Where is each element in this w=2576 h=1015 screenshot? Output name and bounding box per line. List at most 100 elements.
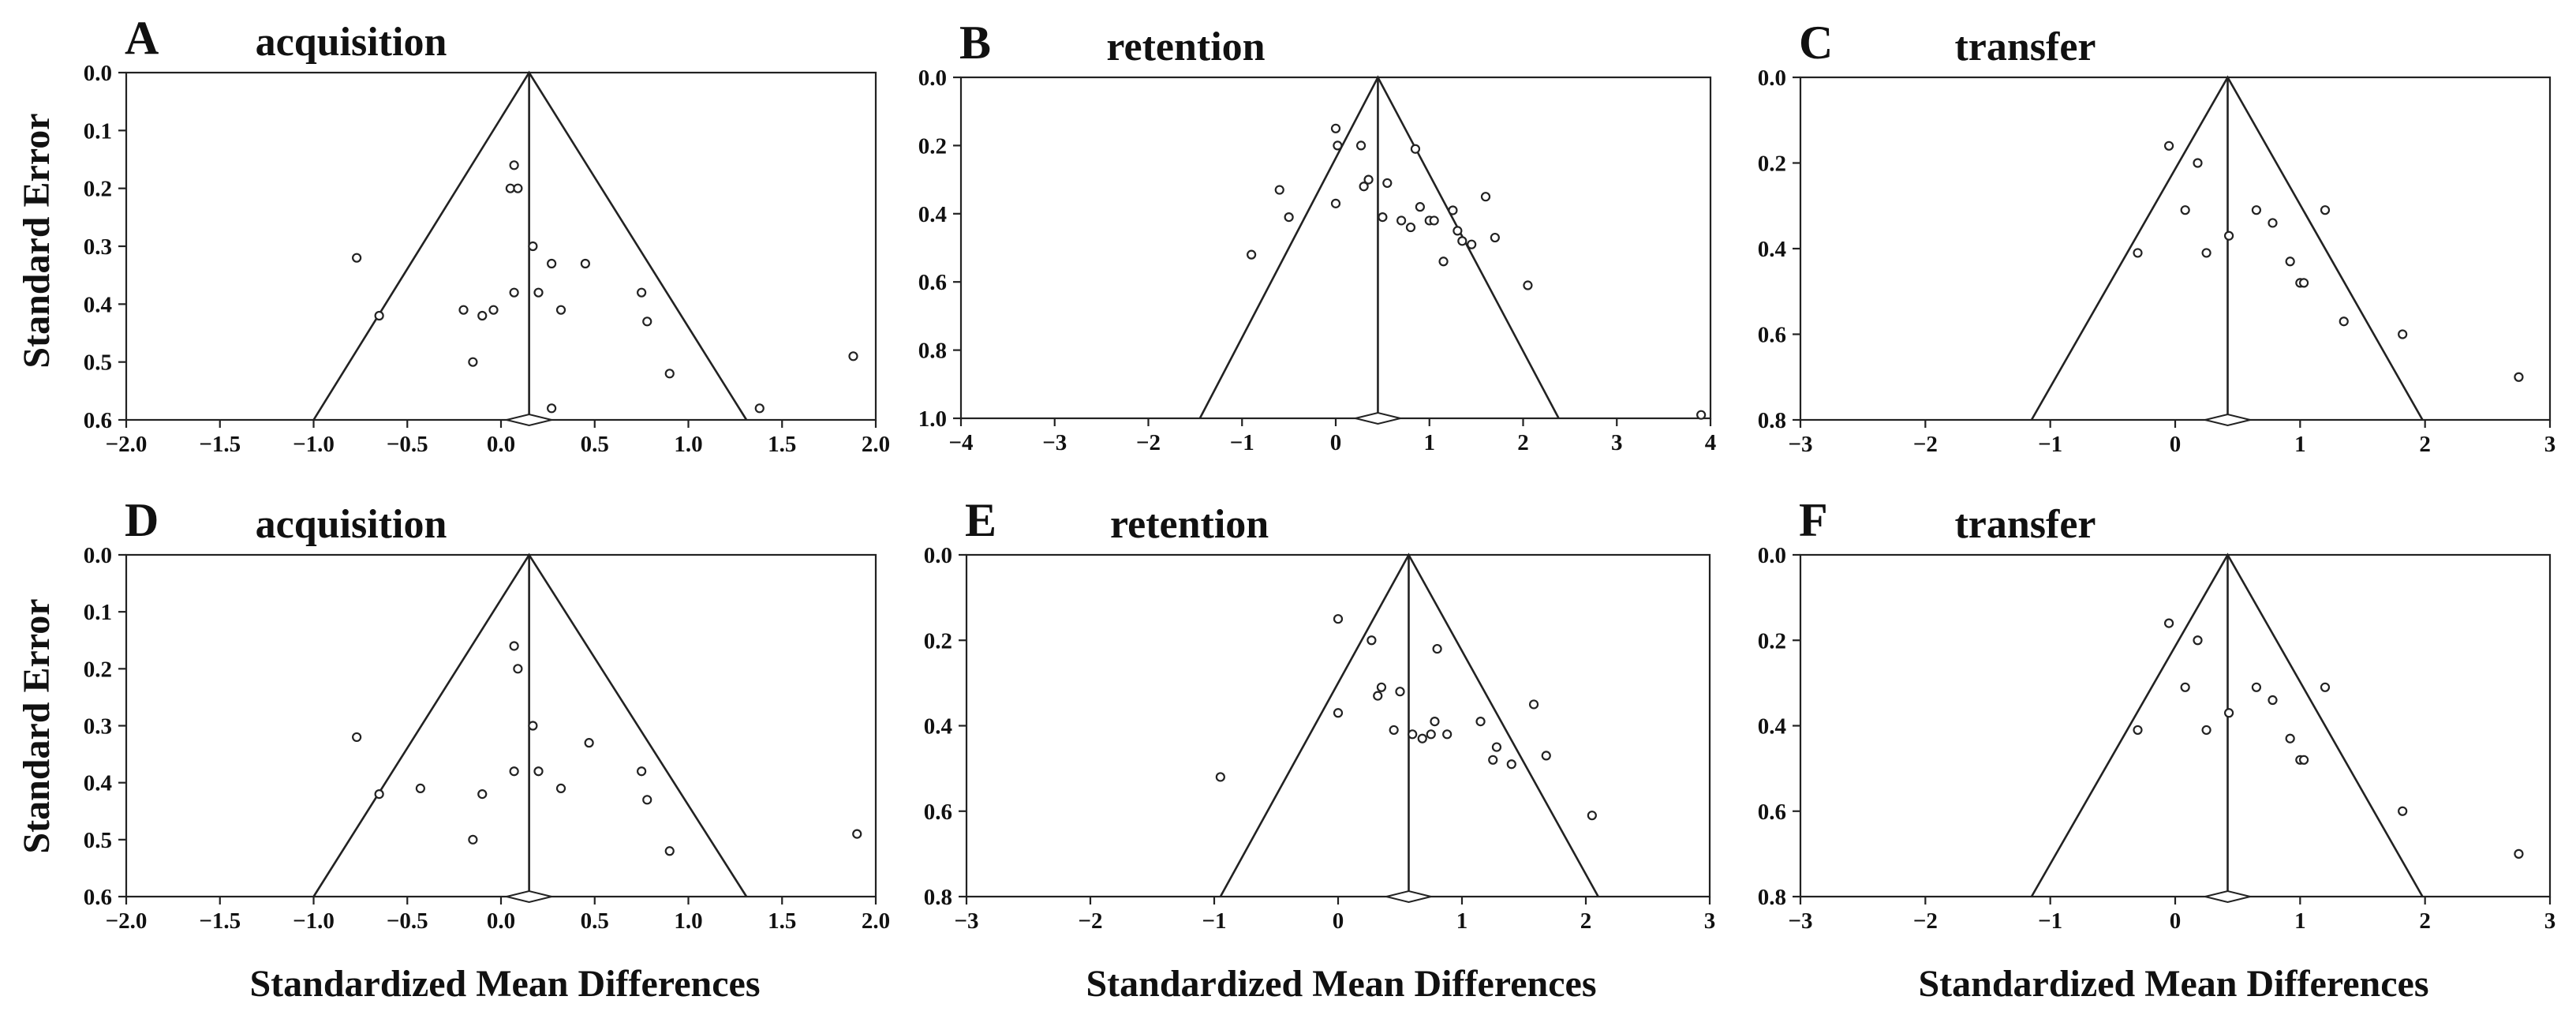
x-tick-label: −0.5 — [387, 432, 428, 457]
x-tick-label: −1 — [1202, 908, 1226, 934]
plot-frame — [125, 71, 877, 421]
study-point — [848, 351, 858, 361]
x-tick-label: 3 — [1611, 430, 1623, 455]
study-point — [2180, 682, 2190, 692]
study-point — [509, 160, 519, 170]
study-point — [547, 258, 557, 269]
x-axis-title-right: Standardized Mean Differences — [1918, 963, 2428, 1005]
x-tick-label: −2 — [1078, 908, 1102, 934]
study-point — [1396, 215, 1407, 226]
study-point — [2285, 257, 2295, 267]
x-tick-label: 0.5 — [581, 908, 609, 934]
study-point — [533, 766, 544, 777]
study-point — [2398, 329, 2408, 339]
plot-frame — [1799, 553, 2552, 898]
study-point — [374, 788, 384, 800]
plot-frame — [965, 553, 1711, 898]
x-tick-label: −3 — [1788, 908, 1812, 934]
study-point — [1453, 226, 1463, 236]
study-point — [477, 310, 488, 321]
study-point — [2251, 205, 2262, 215]
y-tick-label: 0.2 — [1758, 152, 1786, 177]
study-point — [642, 795, 652, 805]
study-point — [1429, 215, 1439, 226]
study-point — [2268, 218, 2278, 228]
x-tick-label: 1.5 — [768, 908, 796, 934]
y-tick-label: 0.8 — [924, 885, 952, 910]
study-point — [533, 287, 544, 298]
study-point — [2193, 635, 2203, 646]
y-tick-label: 0.1 — [84, 600, 112, 625]
panel-letter: A — [125, 12, 159, 64]
x-tick-label: 0 — [1333, 908, 1344, 934]
study-point — [637, 287, 647, 298]
pooled-effect-diamond — [1355, 411, 1401, 425]
x-tick-label: −2.0 — [106, 908, 148, 934]
study-point — [415, 783, 425, 793]
study-point — [2251, 682, 2262, 692]
x-tick-label: 3 — [1704, 908, 1716, 934]
study-point — [509, 641, 519, 651]
plot-frame — [1799, 76, 2552, 421]
y-tick-label: 0.5 — [84, 350, 112, 376]
panel-letter: D — [125, 494, 159, 546]
pooled-effect-diamond — [506, 413, 552, 427]
panel-title: transfer — [1954, 502, 2096, 547]
y-tick-label: 0.4 — [84, 771, 112, 796]
study-point — [2223, 708, 2234, 718]
plot-frame — [125, 553, 877, 898]
study-point — [2514, 372, 2524, 382]
x-tick-label: 2.0 — [862, 432, 890, 457]
study-point — [2320, 205, 2331, 215]
x-tick-label: 0 — [2170, 432, 2182, 457]
x-tick-label: −1 — [2038, 908, 2062, 934]
study-point — [513, 664, 523, 674]
y-axis-title-top: Standard Error — [16, 113, 58, 368]
y-tick-label: 0.6 — [918, 270, 947, 295]
x-tick-label: −1 — [2038, 432, 2062, 457]
study-point — [1410, 144, 1421, 154]
study-point — [852, 829, 862, 839]
study-point — [1438, 257, 1449, 267]
x-tick-label: −1.0 — [293, 432, 335, 457]
panel-title: acquisition — [256, 502, 447, 547]
study-point — [509, 287, 519, 298]
x-tick-label: −2 — [1913, 908, 1938, 934]
study-point — [1587, 811, 1597, 821]
study-point — [488, 305, 499, 315]
study-point — [468, 357, 478, 367]
study-point — [1467, 239, 1477, 249]
pooled-effect-diamond — [2204, 413, 2251, 427]
study-point — [2163, 618, 2174, 628]
pooled-effect-diamond — [2204, 890, 2251, 904]
study-point — [555, 305, 566, 315]
study-point — [2180, 205, 2190, 215]
x-tick-label: 0 — [1330, 430, 1342, 455]
study-point — [1382, 178, 1393, 189]
y-tick-label: 0.8 — [1758, 408, 1786, 433]
study-point — [1696, 410, 1707, 420]
study-point — [1359, 182, 1369, 192]
pooled-effect-diamond — [506, 890, 552, 904]
study-point — [1247, 249, 1257, 260]
y-tick-label: 0.6 — [84, 408, 112, 433]
study-point — [352, 253, 362, 263]
study-point — [2133, 248, 2143, 258]
x-tick-label: −2 — [1913, 432, 1938, 457]
x-axis-title-middle: Standardized Mean Differences — [1086, 963, 1596, 1005]
y-axis-title: Standard Error — [16, 113, 58, 368]
x-tick-label: 1.0 — [674, 908, 702, 934]
study-point — [1274, 185, 1284, 195]
x-tick-label: 1.5 — [768, 432, 796, 457]
y-tick-label: 0.3 — [84, 234, 112, 260]
y-tick-label: 0.2 — [918, 133, 947, 159]
study-point — [1378, 212, 1388, 223]
study-point — [1417, 733, 1427, 743]
y-tick-label: 0.3 — [84, 714, 112, 740]
study-point — [1426, 729, 1436, 740]
study-point — [664, 846, 675, 856]
study-point — [637, 766, 647, 777]
study-point — [754, 403, 765, 414]
